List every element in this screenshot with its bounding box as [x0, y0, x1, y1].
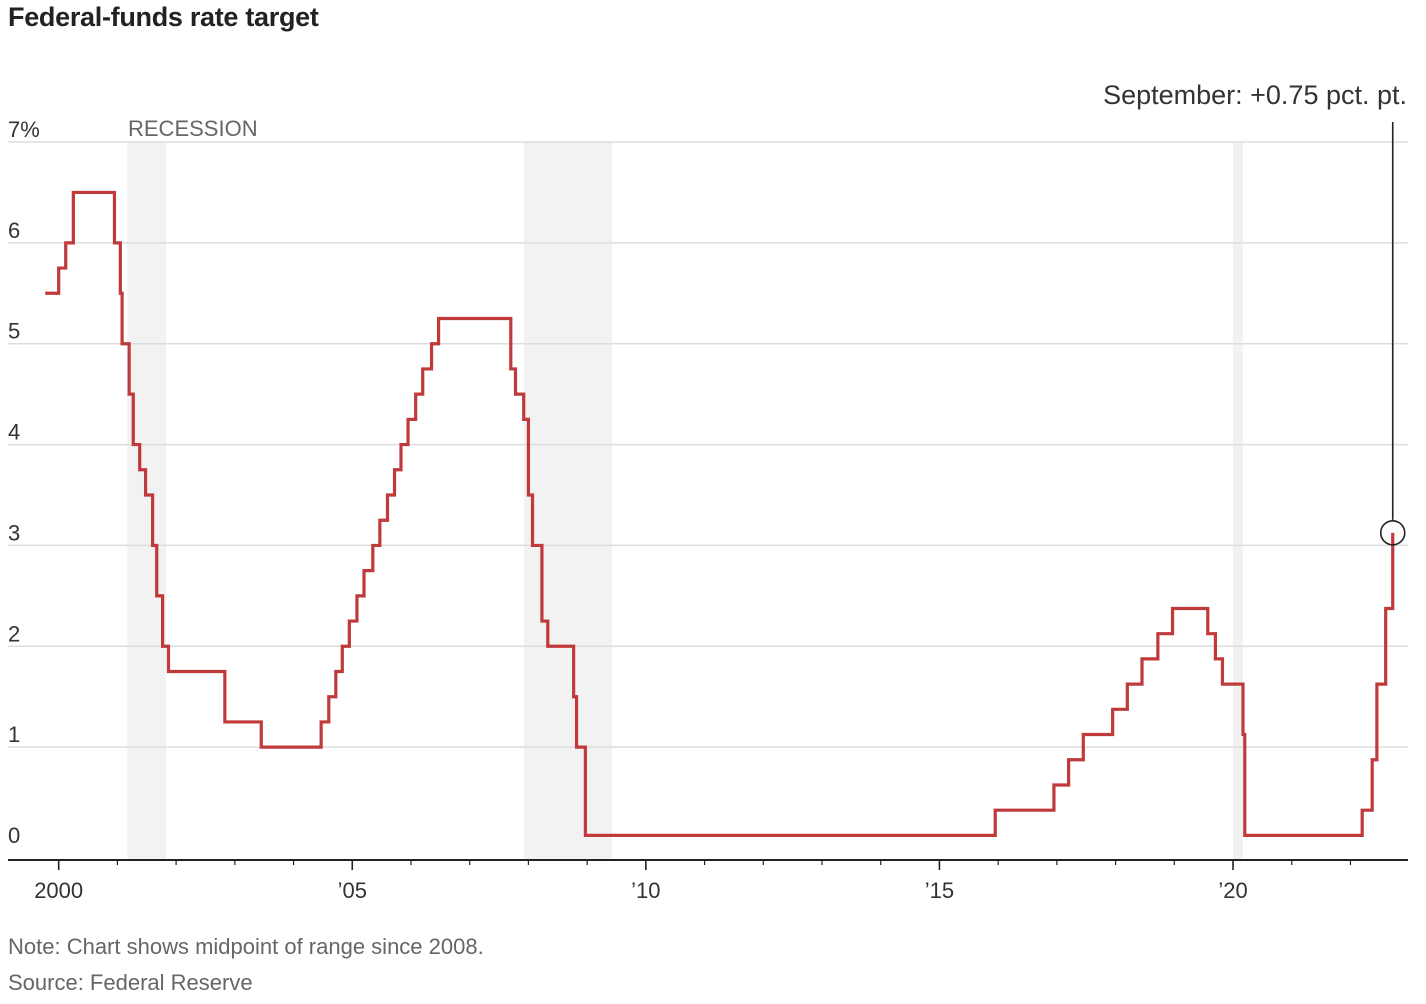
y-tick-label-7: 7% [8, 117, 40, 142]
recession-band-1 [127, 142, 167, 860]
chart-source: Source: Federal Reserve [8, 970, 253, 995]
recession-bands [127, 142, 1244, 860]
recession-band-2 [523, 142, 612, 860]
annotation-marker [1379, 520, 1406, 546]
x-tick-label-15: ’15 [925, 878, 954, 903]
x-axis: 2000 ’05 ’10 ’15 ’20 [8, 859, 1408, 903]
x-tick-label-05: ’05 [338, 878, 367, 903]
recession-label: RECESSION [128, 116, 258, 141]
y-tick-label-2: 2 [8, 621, 20, 646]
x-tick-label-10: ’10 [631, 878, 660, 903]
y-tick-label-0: 0 [8, 823, 20, 848]
x-tick-label-20: ’20 [1218, 878, 1247, 903]
series-line-1 [45, 190, 1395, 837]
gridlines [8, 141, 1408, 748]
x-tick-label-2000: 2000 [34, 878, 83, 903]
annotation-layer: September: +0.75 pct. pt. [1103, 80, 1407, 546]
y-tick-label-4: 4 [8, 420, 20, 445]
y-tick-label-5: 5 [8, 319, 20, 344]
chart-note: Note: Chart shows midpoint of range sinc… [8, 934, 484, 959]
series-layer [45, 190, 1395, 837]
chart-canvas: 7% 6 5 4 3 2 1 0 2000 ’05 ’10 ’15 ’20 RECESSION Sep… [8, 80, 1408, 903]
y-tick-label-3: 3 [8, 520, 20, 545]
annotation-label: September: +0.75 pct. pt. [1103, 80, 1407, 110]
recession-band-3 [1233, 142, 1244, 860]
y-axis-labels: 7% 6 5 4 3 2 1 0 [8, 117, 40, 848]
y-tick-label-1: 1 [8, 722, 20, 747]
y-tick-label-6: 6 [8, 218, 20, 243]
chart-title: Federal-funds rate target [8, 2, 319, 32]
